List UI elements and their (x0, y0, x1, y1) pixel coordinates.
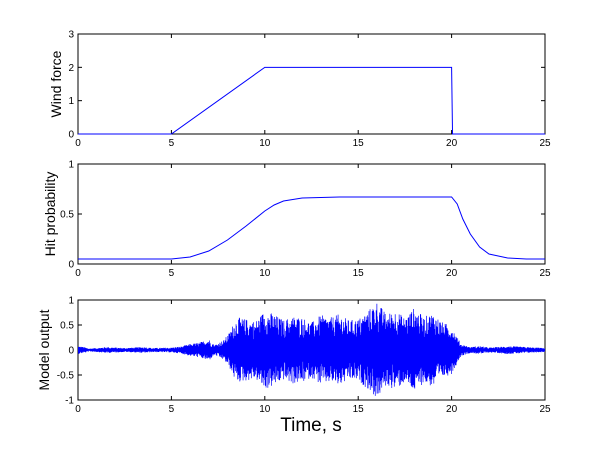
y-tick-group: 00.51 (60, 160, 545, 271)
x-tick-label: 10 (259, 268, 271, 279)
x-tick-label: 20 (446, 268, 458, 279)
x-tick-label: 10 (259, 404, 271, 415)
y-tick-label: 2 (68, 63, 74, 74)
y-tick-label: 0 (68, 130, 74, 141)
series-line (78, 303, 545, 396)
y-tick-label: 1 (68, 160, 74, 171)
y-tick-label: -0.5 (57, 371, 75, 382)
plot-area-box (77, 33, 546, 135)
x-axis-label: Time, s (280, 415, 342, 436)
x-tick-label: 20 (446, 404, 458, 415)
y-axis-label: Hit probability (42, 172, 58, 257)
x-tick-label: 0 (75, 268, 81, 279)
plot-area-box (77, 163, 546, 265)
x-tick-group: 0 5 10 15 20 25 (75, 300, 551, 415)
x-tick-label: 20 (446, 138, 458, 149)
x-tick-label: 5 (169, 138, 175, 149)
y-axis-label: Model output (36, 309, 52, 390)
y-tick-label: 3 (68, 30, 74, 41)
y-tick-label: 0.5 (60, 321, 74, 332)
y-tick-label: 1 (68, 96, 74, 107)
series-line (78, 196, 545, 260)
x-tick-label: 5 (169, 268, 175, 279)
x-tick-label: 25 (539, 268, 551, 279)
x-tick-label: 15 (353, 404, 365, 415)
y-tick-label: 1 (68, 296, 74, 307)
panel-model-output: -1 -0.5 0 0.5 1 0 5 10 15 20 25 Model output Time… (36, 296, 551, 437)
series-line (78, 66, 545, 135)
x-tick-label: 0 (75, 404, 81, 415)
y-axis-label: Wind force (48, 50, 64, 117)
x-tick-label: 10 (259, 138, 271, 149)
y-tick-label: -1 (65, 396, 74, 407)
x-tick-group: 0 5 10 15 20 25 (75, 164, 551, 279)
y-tick-label: 0 (68, 346, 74, 357)
panel-hit-probability: 00.51 0 5 10 15 20 25 Hit probability (42, 160, 551, 280)
x-tick-label: 15 (353, 138, 365, 149)
panel-wind-force: 0 1 2 3 0 5 10 15 20 25 Wind force (48, 30, 551, 150)
x-tick-label: 0 (75, 138, 81, 149)
x-tick-label: 25 (539, 138, 551, 149)
x-tick-group: 0 5 10 15 20 25 (75, 34, 551, 149)
x-tick-label: 15 (353, 268, 365, 279)
x-tick-label: 25 (539, 404, 551, 415)
x-tick-label: 5 (169, 404, 175, 415)
y-tick-label: 0 (68, 260, 74, 271)
y-tick-label: 0.5 (60, 210, 74, 221)
